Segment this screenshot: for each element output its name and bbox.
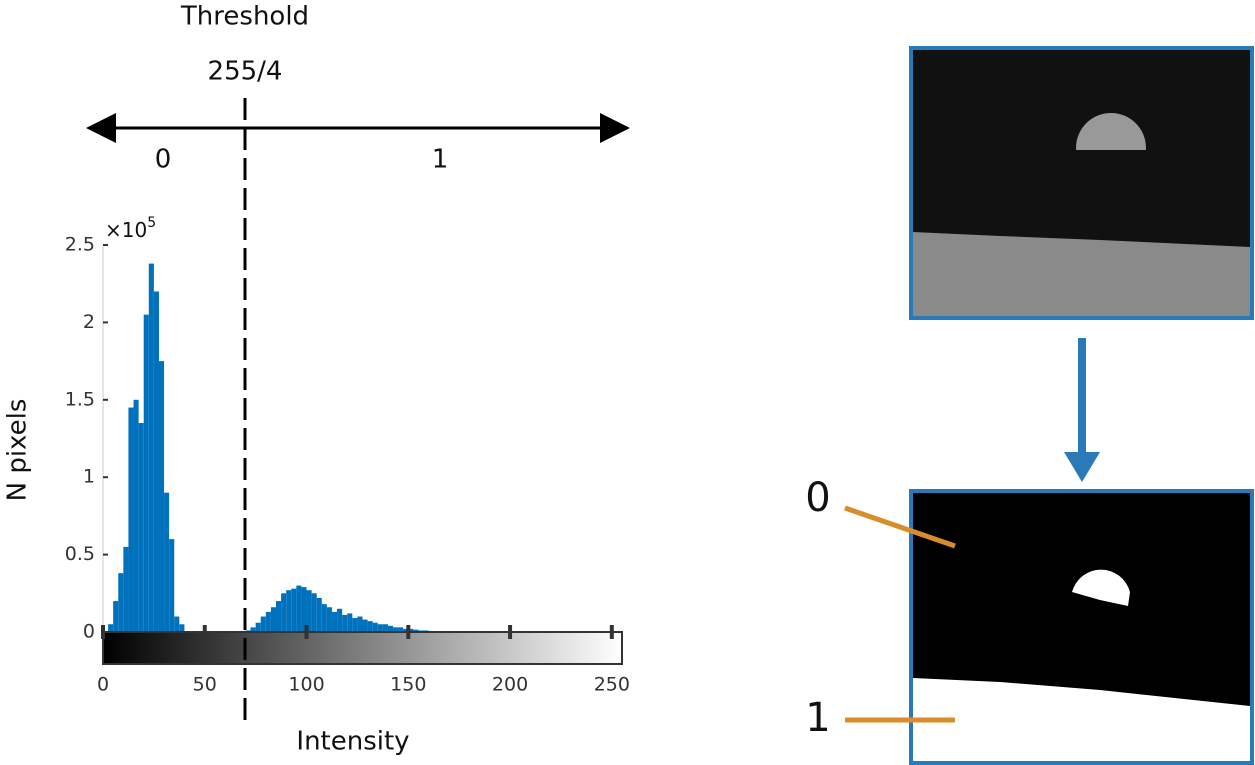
bar — [113, 601, 119, 632]
x-tick-label: 50 — [193, 674, 217, 696]
bar — [352, 618, 358, 632]
bar — [321, 604, 327, 632]
threshold-label: 255/4 — [208, 57, 283, 87]
bar — [331, 611, 338, 632]
output-label: 1 — [805, 695, 830, 741]
bar — [281, 593, 287, 632]
output-label: 0 — [805, 475, 830, 521]
threshold-title: Threshold — [180, 2, 309, 32]
y-tick-label: 1.5 — [65, 388, 95, 410]
y-tick-label: 0 — [83, 621, 95, 643]
bar — [393, 627, 399, 632]
bar — [387, 625, 394, 632]
bar — [372, 622, 378, 632]
bar — [265, 611, 271, 632]
bar — [118, 573, 124, 632]
y-tick-label: 0.5 — [65, 543, 95, 565]
bar — [128, 407, 134, 632]
bar — [153, 291, 159, 632]
bar — [174, 616, 180, 632]
bar — [286, 590, 292, 632]
bar — [148, 263, 154, 632]
bar — [347, 613, 353, 632]
bar — [326, 607, 332, 632]
earth-shadow — [1070, 150, 1155, 190]
bar — [403, 628, 409, 632]
y-multiplier: ×105 — [105, 215, 156, 242]
bar — [143, 314, 149, 632]
bar — [291, 588, 297, 632]
bar — [270, 607, 276, 632]
class-label: 1 — [432, 145, 449, 175]
y-tick-label: 1 — [83, 466, 95, 488]
bar — [179, 624, 185, 632]
bar — [260, 616, 266, 632]
colorbar — [102, 631, 623, 665]
y-tick-label: 2.5 — [65, 234, 95, 256]
bar — [296, 585, 302, 632]
bar — [382, 624, 388, 632]
bar — [301, 587, 307, 632]
x-tick-label: 150 — [390, 674, 426, 696]
x-tick-label: 250 — [594, 674, 630, 696]
histogram: 0 0.5 1 1.5 2 2.5 — [65, 234, 460, 643]
bar — [377, 624, 383, 632]
bar — [164, 492, 170, 632]
bar — [408, 628, 414, 632]
multiplier-base: ×10 — [105, 218, 147, 242]
bar — [398, 627, 404, 632]
bar — [362, 619, 368, 632]
bar — [413, 629, 419, 632]
y-tick-label: 2 — [83, 311, 95, 333]
bar — [158, 361, 165, 632]
moon-surface — [913, 232, 1250, 316]
bar — [255, 622, 261, 632]
bar — [311, 593, 317, 632]
multiplier-exponent: 5 — [147, 215, 156, 231]
bar — [276, 601, 282, 632]
flow-arrow-head — [1064, 452, 1100, 482]
label-line — [844, 505, 956, 549]
binary-earth — [1072, 569, 1130, 606]
class-label: 0 — [155, 145, 172, 175]
bar — [108, 624, 114, 632]
x-tick-label: 100 — [288, 674, 324, 696]
bar — [133, 399, 139, 632]
bar — [250, 627, 256, 632]
bar — [123, 546, 129, 632]
bar — [306, 590, 312, 632]
bar — [316, 597, 322, 632]
bar — [357, 616, 363, 632]
y-axis-label: N pixels — [3, 399, 33, 502]
bar — [342, 614, 348, 632]
bar — [169, 539, 175, 632]
bar — [337, 608, 343, 632]
x-tick-label: 200 — [492, 674, 528, 696]
bar — [138, 423, 144, 632]
binary-surface — [913, 678, 1250, 761]
bar — [367, 621, 373, 632]
x-tick-label: 0 — [97, 674, 109, 696]
x-axis-label: Intensity — [296, 727, 409, 757]
